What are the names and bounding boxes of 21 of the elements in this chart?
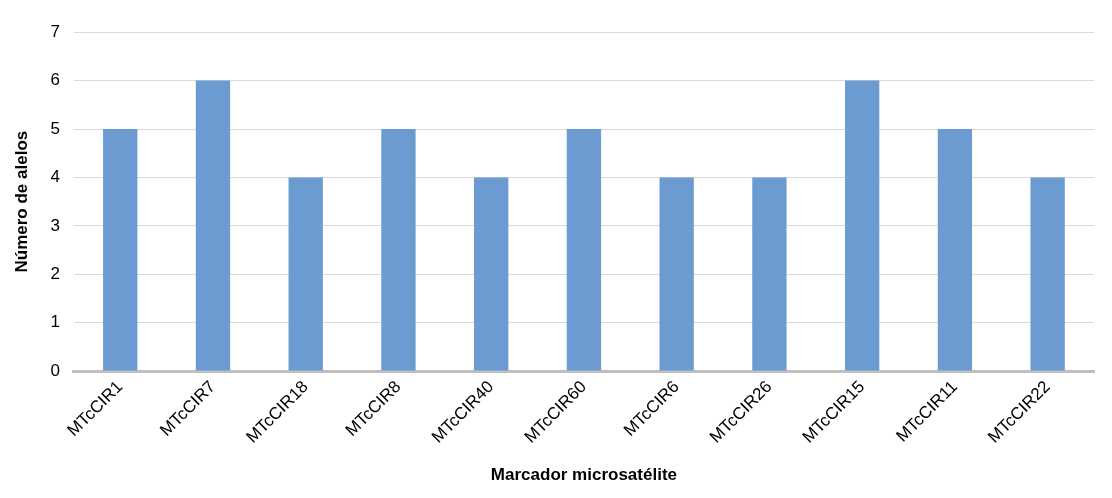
bar <box>844 80 880 371</box>
bar <box>195 80 231 371</box>
bar <box>566 129 602 371</box>
y-tick-label: 5 <box>50 118 60 138</box>
bar <box>1030 177 1065 371</box>
x-axis-title: Marcador microsatélite <box>490 465 677 485</box>
y-tick-label: 4 <box>50 167 60 187</box>
bar <box>937 129 973 371</box>
bar <box>474 177 509 371</box>
bar <box>381 129 416 371</box>
bar <box>752 177 787 371</box>
y-tick-label: 1 <box>50 312 60 332</box>
y-axis-title: Número de alelos <box>11 130 31 273</box>
y-tick-label: 2 <box>50 263 60 283</box>
y-tick-label: 0 <box>50 360 60 380</box>
bar <box>103 129 138 371</box>
bar <box>659 177 694 371</box>
y-tick-label: 3 <box>50 215 60 235</box>
y-tick-label: 6 <box>50 70 60 90</box>
bar <box>288 177 323 371</box>
y-tick-label: 7 <box>50 21 60 41</box>
